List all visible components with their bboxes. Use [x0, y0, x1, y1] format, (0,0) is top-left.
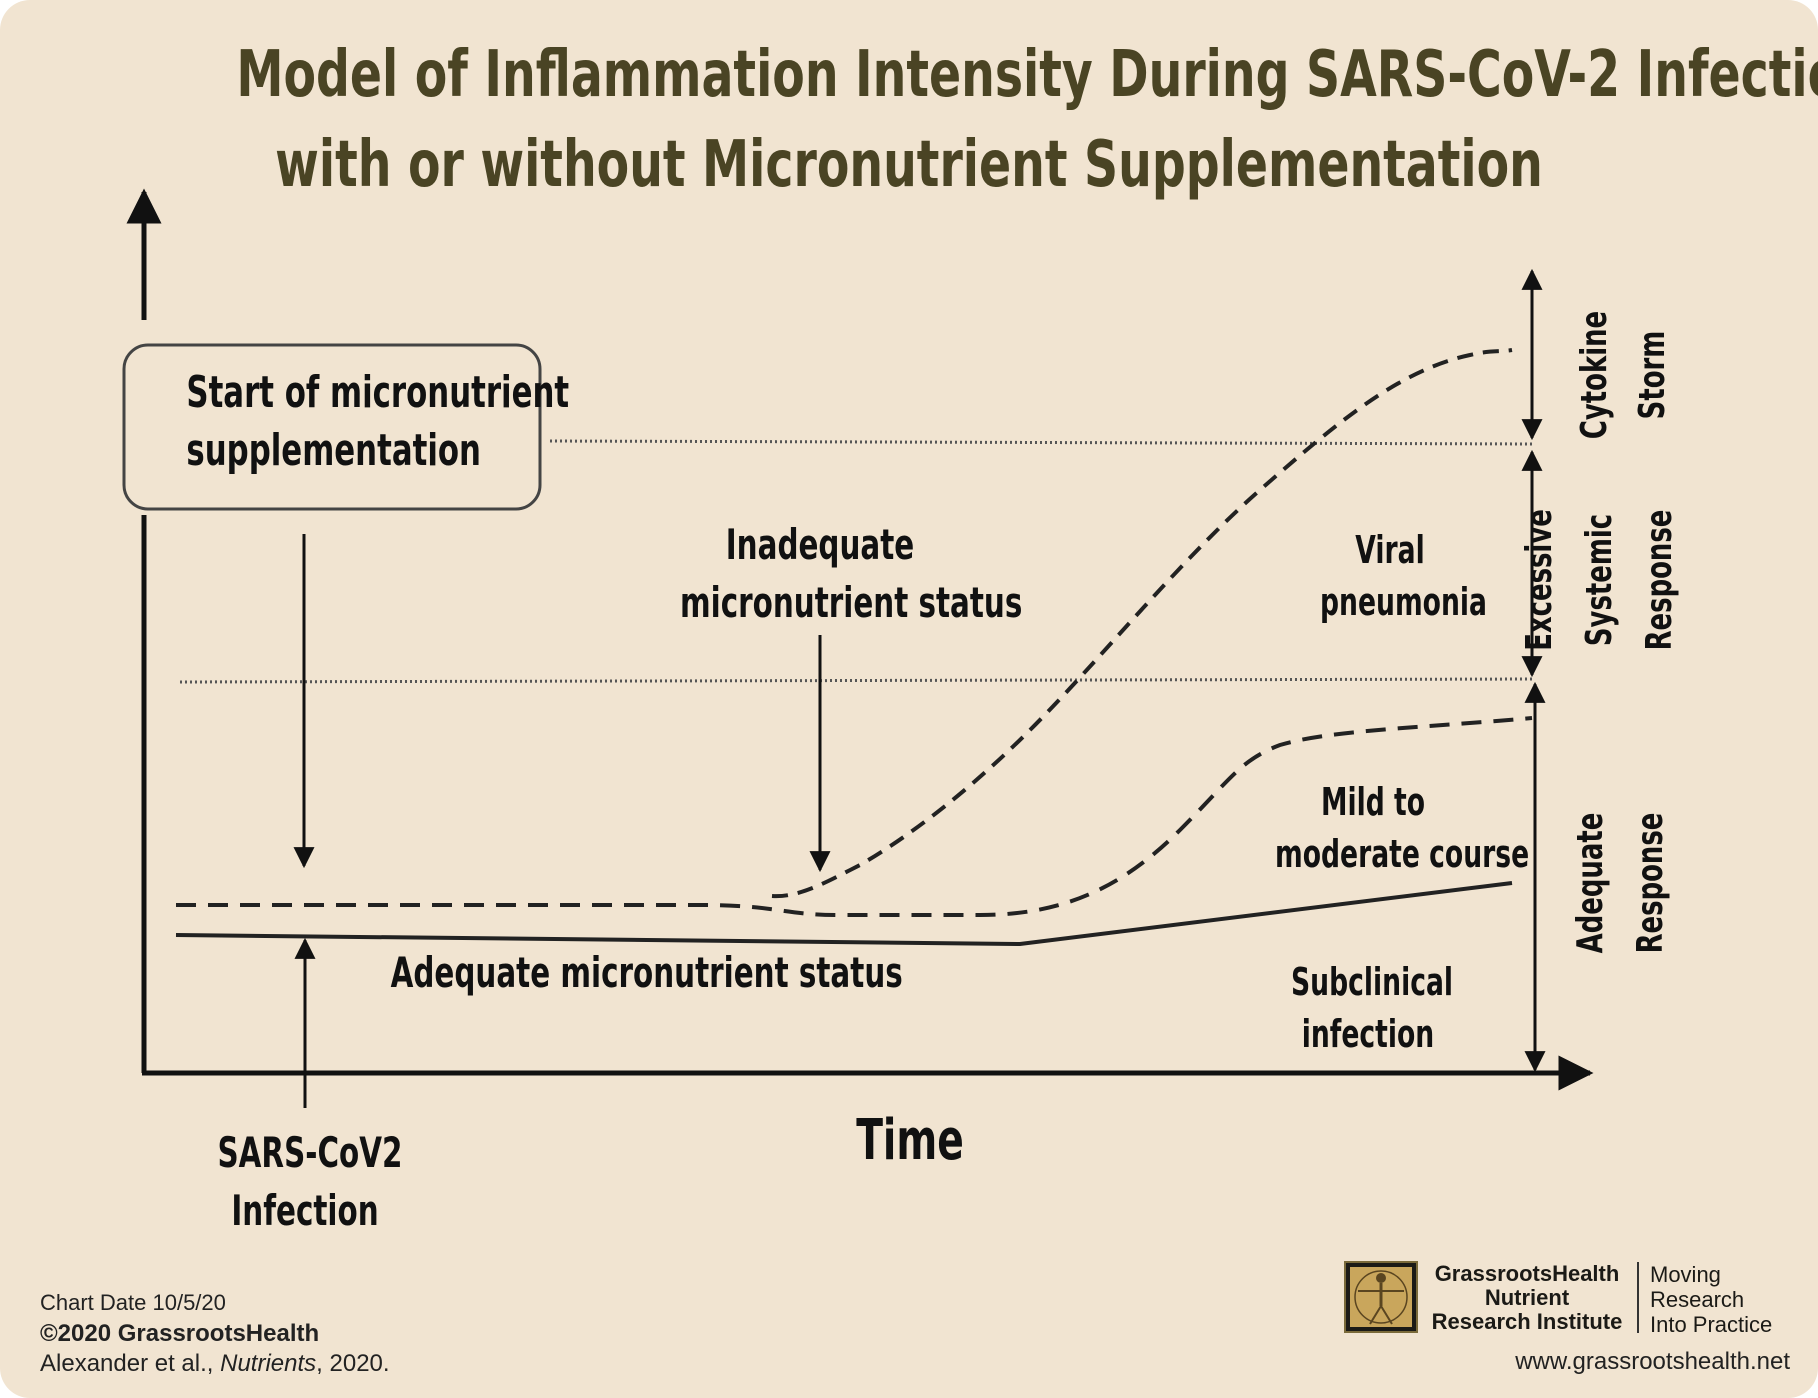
zone-adequate-line-1: Adequate — [1570, 812, 1611, 954]
copyright: ©2020 GrassrootsHealth — [40, 1320, 320, 1347]
mild-moderate-label: Mild to moderate course — [1275, 776, 1530, 880]
tagline-line-3: Into Practice — [1650, 1312, 1773, 1337]
inadequate-line-2: micronutrient status — [680, 578, 1023, 627]
zone-cytokine-line-2: Storm — [1632, 330, 1673, 420]
threshold-excessive — [179, 677, 1533, 684]
threshold-cytokine — [549, 439, 1533, 446]
org-name: GrassrootsHealth Nutrient Research Insti… — [1418, 1262, 1636, 1334]
curve-adequate — [175, 881, 1513, 947]
citation: Alexander et al., Nutrients, 2020. — [40, 1350, 390, 1378]
title-line-1: Model of Inflammation Intensity During S… — [236, 38, 1818, 112]
inadequate-line-1: Inadequate — [725, 520, 915, 569]
infection-label: SARS-CoV2 Infection — [217, 1124, 403, 1240]
x-axis-label: Time — [856, 1108, 964, 1173]
mild-moderate-line-1: Mild to — [1320, 780, 1425, 824]
zone-adequate-response: Adequate Response — [1561, 797, 1671, 970]
org-line-3: Research Institute — [1431, 1309, 1623, 1334]
subclinical-line-1: Subclinical — [1291, 960, 1454, 1004]
tagline-line-2: Research — [1650, 1287, 1745, 1312]
website: www.grassrootshealth.net — [1515, 1348, 1790, 1375]
chart-date: Chart Date 10/5/20 — [40, 1290, 226, 1315]
zone-excessive-systemic: Excessive Systemic Response — [1510, 486, 1690, 673]
tagline: Moving Research Into Practice — [1650, 1262, 1772, 1337]
org-line-1: GrassrootsHealth — [1434, 1261, 1620, 1286]
infection-line-1: SARS-CoV2 — [217, 1128, 403, 1177]
zone-excessive-line-3: Response — [1639, 509, 1680, 651]
zone-adequate-line-2: Response — [1630, 812, 1671, 954]
org-line-2: Nutrient — [1484, 1285, 1570, 1310]
curve-mild-moderate — [176, 716, 1533, 917]
curve-cytokine-storm — [771, 348, 1513, 899]
mild-moderate-line-2: moderate course — [1275, 832, 1530, 876]
zone-excessive-line-2: Systemic — [1579, 513, 1620, 647]
subclinical-label: Subclinical infection — [1291, 956, 1454, 1060]
citation-authors: Alexander et al., — [40, 1350, 221, 1377]
start-box-line-2: supplementation — [186, 425, 481, 476]
zone-excessive-line-1: Excessive — [1519, 509, 1560, 651]
viral-pneumonia-line-1: Viral — [1355, 528, 1425, 572]
title-line-2: with or without Micronutrient Supplement… — [275, 128, 1543, 202]
citation-journal: Nutrients — [220, 1350, 317, 1377]
start-box-label: Start of micronutrient supplementation — [186, 364, 570, 480]
viral-pneumonia-label: Viral pneumonia — [1320, 524, 1487, 628]
inadequate-label: Inadequate micronutrient status — [680, 516, 1023, 632]
start-box — [122, 343, 542, 511]
start-box-line-1: Start of micronutrient — [186, 367, 570, 418]
zone-cytokine-line-1: Cytokine — [1574, 310, 1615, 440]
adequate-label: Adequate micronutrient status — [390, 948, 903, 997]
subclinical-line-2: infection — [1301, 1012, 1435, 1056]
infection-line-2: Infection — [231, 1186, 379, 1235]
citation-year: , 2020. — [316, 1350, 390, 1377]
tagline-line-1: Moving — [1650, 1262, 1721, 1287]
zone-cytokine-storm: Cytokine Storm — [1566, 289, 1673, 462]
vitruvian-man-icon — [1344, 1261, 1418, 1333]
viral-pneumonia-line-2: pneumonia — [1320, 580, 1487, 624]
